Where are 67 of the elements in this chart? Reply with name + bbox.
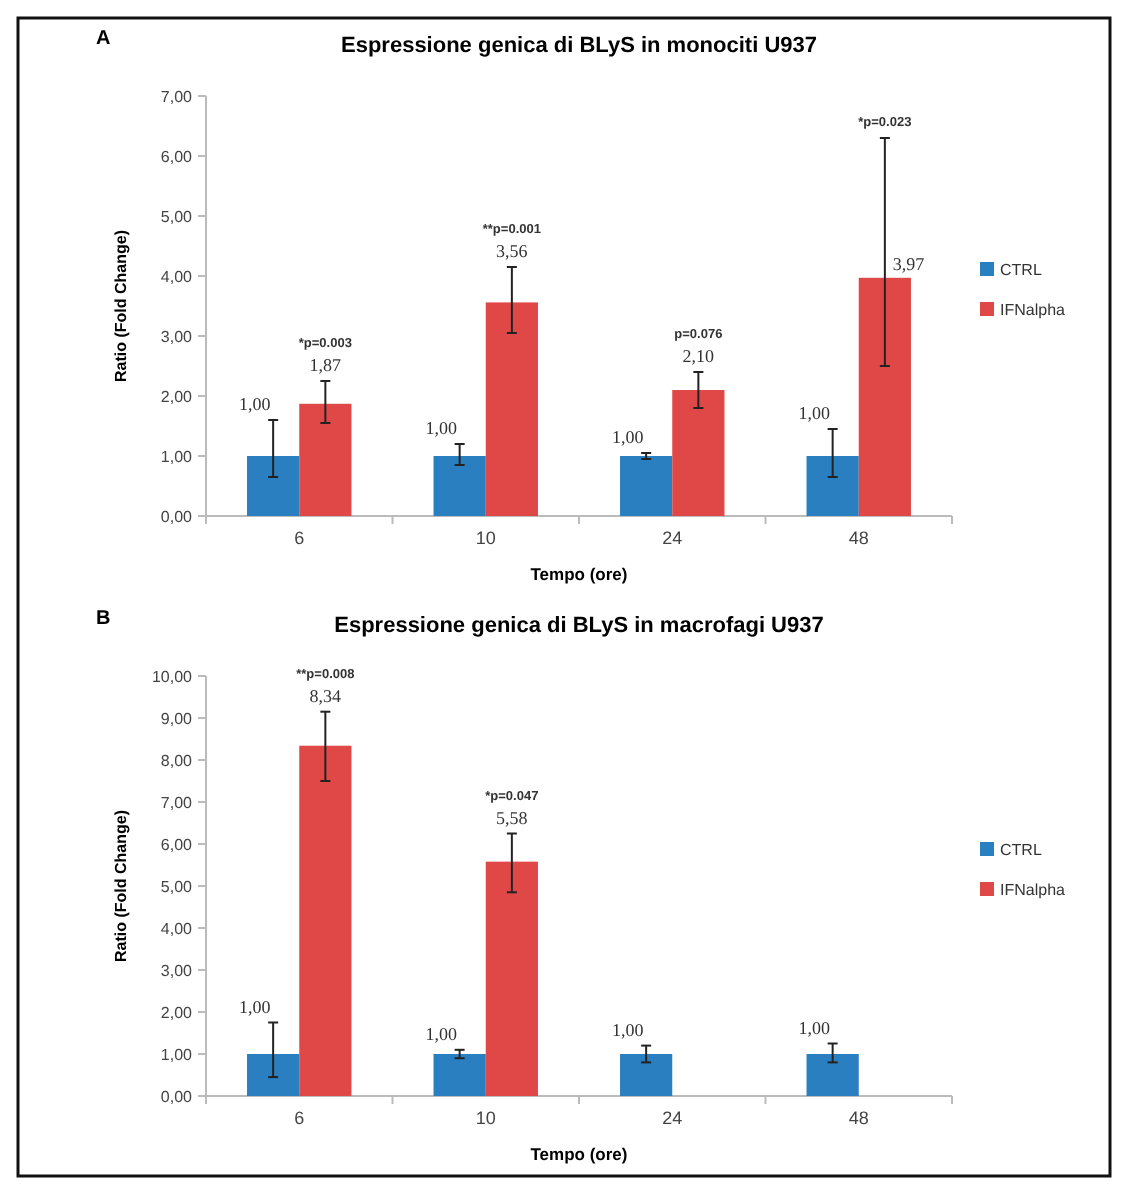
data-label: 2,10 — [682, 346, 716, 366]
text: B — [96, 608, 111, 630]
x-tick-label: 6 — [294, 1108, 305, 1128]
bar — [858, 277, 911, 516]
y-tick-label: 1,00 — [160, 447, 194, 466]
data-label: 8,34 — [309, 685, 343, 706]
y-tick-label: 2,00 — [160, 387, 194, 406]
bar — [672, 390, 725, 516]
bar — [806, 1054, 859, 1096]
chart-title: Espressione genica di BLyS in monociti U937 — [341, 34, 817, 58]
bar — [620, 1054, 673, 1096]
x-tick-label: 24 — [662, 1108, 683, 1128]
data-label: 1,00 — [798, 403, 832, 423]
data-label: 1,00 — [425, 1023, 459, 1044]
y-tick-label: 8,00 — [160, 751, 194, 770]
bar — [247, 1054, 300, 1096]
y-tick-label: 3,00 — [160, 961, 194, 980]
legend-label: CTRL — [1000, 840, 1043, 859]
data-label: 3,56 — [496, 241, 529, 261]
data-label: 1,00 — [239, 996, 272, 1017]
y-tick-label: 0,00 — [160, 507, 194, 526]
legend-label: IFNalpha — [1000, 880, 1067, 899]
y-tick-label: 7,00 — [160, 793, 194, 812]
y-tick-label: 0,00 — [160, 1087, 194, 1106]
bar — [620, 456, 673, 516]
y-tick-label: 5,00 — [160, 877, 194, 896]
y-tick-label: 5,00 — [160, 207, 194, 226]
y-tick-label: 9,00 — [160, 709, 194, 728]
data-label: 1,00 — [612, 427, 645, 447]
y-tick-label: 4,00 — [160, 267, 194, 286]
legend-label: CTRL — [1000, 260, 1043, 279]
text: A — [96, 28, 111, 50]
x-tick-label: 24 — [662, 528, 683, 548]
x-tick-label: 10 — [475, 1108, 496, 1128]
data-label: 1,00 — [798, 1017, 832, 1038]
y-tick-label: 7,00 — [160, 87, 194, 106]
legend-label: IFNalpha — [1000, 300, 1067, 319]
bar — [247, 456, 300, 516]
data-label: 5,58 — [496, 807, 529, 828]
chart-title: Espressione genica di BLyS in macrofagi U937 — [334, 614, 824, 638]
y-tick-label: 10,00 — [151, 667, 194, 686]
x-axis-title: Tempo (ore) — [530, 564, 628, 584]
y-axis-title: Ratio (Fold Change) — [112, 229, 130, 382]
x-tick-label: 10 — [475, 528, 496, 548]
y-tick-label: 4,00 — [160, 919, 194, 938]
y-axis-title: Ratio (Fold Change) — [112, 809, 130, 962]
bar — [485, 861, 538, 1096]
bar — [806, 456, 859, 516]
data-label: 1,00 — [425, 418, 459, 438]
x-tick-label: 48 — [848, 528, 869, 548]
data-label: 3,97 — [892, 253, 926, 274]
bar — [433, 1054, 486, 1096]
bar — [433, 456, 486, 516]
bar — [485, 302, 538, 516]
bar — [299, 403, 352, 516]
y-tick-label: 6,00 — [160, 835, 194, 854]
bar — [299, 745, 352, 1096]
x-tick-label: 6 — [294, 528, 305, 548]
data-label: 1,87 — [309, 355, 343, 375]
y-tick-label: 2,00 — [160, 1003, 194, 1022]
y-tick-label: 6,00 — [160, 147, 194, 166]
x-axis-title: Tempo (ore) — [530, 1144, 628, 1164]
data-label: 1,00 — [612, 1019, 645, 1040]
y-tick-label: 3,00 — [160, 327, 194, 346]
x-tick-label: 48 — [848, 1108, 869, 1128]
y-tick-label: 1,00 — [160, 1045, 194, 1064]
data-label: 1,00 — [239, 394, 272, 414]
